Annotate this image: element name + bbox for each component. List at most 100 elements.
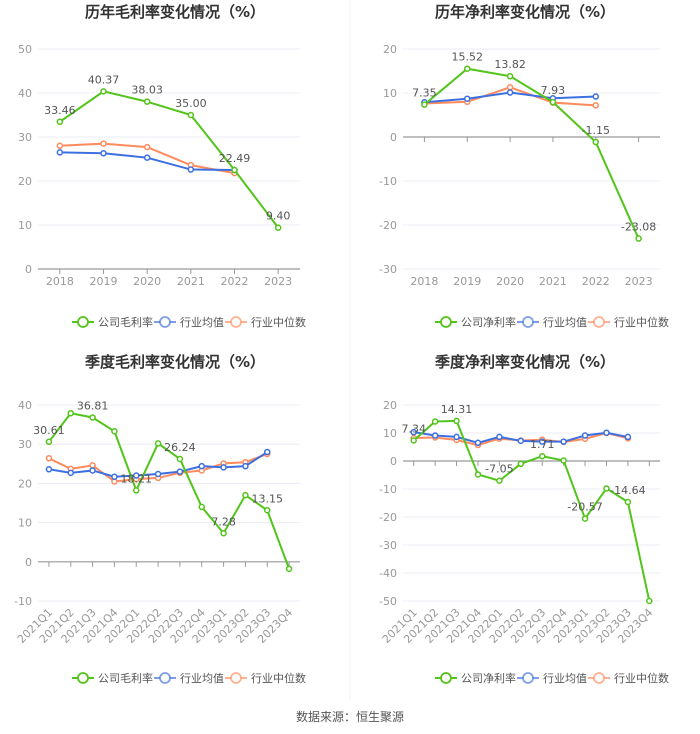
data-point[interactable] [464, 65, 471, 72]
data-point[interactable] [635, 235, 642, 242]
data-point[interactable] [100, 140, 107, 147]
data-point[interactable] [560, 438, 567, 445]
data-point[interactable] [264, 448, 271, 456]
data-point[interactable] [464, 95, 471, 102]
data-point[interactable] [220, 530, 227, 537]
legend-item[interactable]: 公司净利率 [435, 315, 516, 329]
data-point[interactable] [100, 88, 107, 95]
data-point[interactable] [143, 154, 151, 161]
data-point[interactable] [538, 438, 546, 445]
y-tick-label: -20 [379, 511, 397, 524]
legend-item[interactable]: 行业均值 [154, 316, 224, 329]
data-point[interactable] [549, 98, 557, 106]
data-point[interactable] [517, 460, 525, 468]
data-point[interactable] [100, 150, 107, 157]
legend-item[interactable]: 行业中位数 [588, 315, 669, 329]
data-point[interactable] [111, 473, 118, 480]
data-point[interactable] [506, 72, 514, 80]
legend-item[interactable]: 行业均值 [517, 672, 587, 685]
data-point[interactable] [274, 224, 282, 231]
legend-label: 行业均值 [180, 672, 224, 685]
data-point[interactable] [421, 101, 428, 108]
data-point[interactable] [453, 417, 460, 425]
data-point[interactable] [496, 433, 503, 441]
data-point[interactable] [198, 462, 205, 470]
data-point[interactable] [45, 466, 53, 473]
data-point[interactable] [45, 455, 53, 462]
data-point[interactable] [410, 437, 417, 444]
legend-item[interactable]: 行业均值 [154, 672, 224, 685]
data-point[interactable] [474, 439, 482, 447]
data-point[interactable] [56, 149, 64, 156]
data-point[interactable] [581, 515, 589, 522]
data-point[interactable] [133, 472, 140, 479]
data-point[interactable] [154, 440, 162, 447]
data-point[interactable] [67, 409, 74, 417]
data-point[interactable] [581, 432, 589, 439]
data-point[interactable] [89, 467, 96, 474]
data-point[interactable] [624, 433, 632, 441]
data-point[interactable] [176, 455, 184, 463]
data-label: 18.21 [121, 472, 153, 485]
x-tick-label: 2021 [177, 275, 205, 288]
data-label: 14.31 [441, 403, 473, 416]
data-point[interactable] [496, 477, 503, 484]
legend-item[interactable]: 行业均值 [517, 316, 587, 329]
data-point[interactable] [231, 166, 238, 174]
y-tick-label: 10 [18, 517, 32, 530]
data-point[interactable] [592, 138, 599, 146]
legend-item[interactable]: 行业中位数 [225, 315, 306, 329]
chart-3: 季度毛利率变化情况（%）-100102030402021Q12021Q22021… [14, 353, 306, 685]
legend-marker-icon [593, 672, 605, 684]
data-point[interactable] [198, 503, 205, 511]
data-point[interactable] [187, 111, 195, 119]
data-point[interactable] [111, 428, 118, 435]
data-point[interactable] [187, 166, 195, 173]
data-point[interactable] [242, 491, 249, 499]
data-point[interactable] [89, 414, 96, 421]
legend-item[interactable]: 行业中位数 [225, 671, 306, 685]
data-point[interactable] [517, 437, 525, 445]
data-point[interactable] [560, 457, 567, 464]
data-point[interactable] [592, 93, 599, 100]
legend-item[interactable]: 公司毛利率 [72, 315, 153, 329]
data-point[interactable] [56, 118, 64, 126]
legend-item[interactable]: 行业中位数 [588, 671, 669, 685]
data-point[interactable] [603, 485, 610, 492]
data-point[interactable] [45, 438, 53, 446]
data-point[interactable] [133, 487, 140, 494]
data-point[interactable] [646, 597, 653, 605]
legend-item[interactable]: 公司净利率 [435, 671, 516, 685]
chart-4: 季度净利率变化情况（%）-50-40-30-20-10010202021Q120… [379, 353, 669, 685]
data-point[interactable] [431, 432, 439, 439]
data-point[interactable] [143, 143, 151, 151]
y-tick-label: 0 [25, 556, 32, 569]
data-point[interactable] [89, 462, 96, 469]
y-tick-label: 0 [25, 263, 32, 276]
y-tick-label: 50 [18, 43, 32, 56]
data-point[interactable] [264, 507, 271, 514]
data-point[interactable] [592, 102, 599, 109]
data-point[interactable] [143, 98, 151, 105]
data-point[interactable] [603, 429, 610, 436]
data-point[interactable] [410, 428, 417, 436]
data-point[interactable] [506, 84, 514, 91]
data-point[interactable] [624, 498, 632, 506]
legend-item[interactable]: 公司毛利率 [72, 671, 153, 685]
data-point[interactable] [67, 469, 74, 477]
data-point[interactable] [154, 470, 162, 478]
data-point[interactable] [474, 471, 482, 478]
legend-label: 行业均值 [543, 316, 587, 329]
data-point[interactable] [431, 418, 439, 425]
data-label: 33.46 [44, 104, 76, 117]
data-point[interactable] [242, 462, 249, 470]
data-point[interactable] [176, 468, 184, 475]
y-tick-label: -10 [14, 595, 32, 608]
data-point[interactable] [56, 142, 64, 150]
data-point[interactable] [506, 89, 514, 96]
data-point[interactable] [453, 433, 460, 441]
data-point[interactable] [220, 464, 227, 471]
data-point[interactable] [538, 452, 546, 460]
data-point[interactable] [285, 565, 293, 573]
data-label: 13.82 [494, 58, 526, 71]
